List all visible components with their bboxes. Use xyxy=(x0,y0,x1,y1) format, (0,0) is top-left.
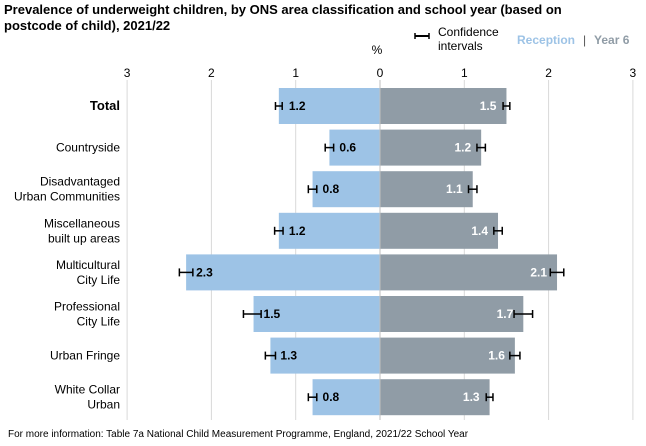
category-label: Urban Communities xyxy=(14,190,120,204)
chart-title: Prevalence of underweight children, by O… xyxy=(4,2,562,33)
data-label-year6: 1.3 xyxy=(463,390,480,404)
bar-reception xyxy=(312,171,380,208)
bar-year6 xyxy=(380,88,507,124)
category-label: Urban xyxy=(87,398,120,412)
category-label: Countryside xyxy=(56,141,120,155)
data-label-year6: 1.2 xyxy=(454,141,471,155)
category-label: Total xyxy=(90,98,120,113)
axis-tick-label: 1 xyxy=(461,66,468,80)
bar-year6 xyxy=(380,254,558,291)
axis-tick-label: 0 xyxy=(377,66,384,80)
bar-reception xyxy=(329,129,380,166)
category-label: Disadvantaged xyxy=(40,175,120,189)
legend-entry-year6: Year 6 xyxy=(594,33,630,47)
bar-year6 xyxy=(380,212,499,249)
legend-ci-label: Confidence xyxy=(438,25,499,39)
data-label-reception: 1.3 xyxy=(280,349,297,363)
axis-tick-label: 1 xyxy=(292,66,299,80)
axis-tick-label: 2 xyxy=(208,66,215,80)
data-label-year6: 1.1 xyxy=(446,182,463,196)
bar-year6 xyxy=(380,296,524,332)
axis-tick-label: 3 xyxy=(630,66,637,80)
data-label-year6: 1.7 xyxy=(497,307,514,321)
bar-year6 xyxy=(380,337,515,374)
bar-reception xyxy=(253,296,380,332)
legend-entry-reception: Reception xyxy=(517,33,575,47)
category-label: Multicultural xyxy=(56,258,120,272)
bar-reception xyxy=(278,212,380,249)
footnote: For more information: Table 7a National … xyxy=(8,429,469,440)
legend-separator: | xyxy=(583,33,586,47)
data-label-reception: 0.8 xyxy=(323,182,340,196)
data-label-reception: 0.8 xyxy=(323,390,340,404)
data-label-year6: 1.5 xyxy=(480,99,497,113)
bar-reception xyxy=(312,379,380,416)
data-label-year6: 1.4 xyxy=(471,224,488,238)
bar-year6 xyxy=(380,171,473,208)
legend-ci-label: intervals xyxy=(438,39,483,53)
unit-label: % xyxy=(372,43,383,57)
bar-year6 xyxy=(380,379,490,416)
bar-reception xyxy=(186,254,380,291)
category-label: Miscellaneous xyxy=(44,216,120,230)
data-label-reception: 1.5 xyxy=(264,307,281,321)
axis-tick-label: 3 xyxy=(124,66,131,80)
data-label-reception: 2.3 xyxy=(196,265,213,279)
data-label-reception: 1.2 xyxy=(289,224,306,238)
bar-reception xyxy=(278,88,380,124)
category-label: Professional xyxy=(54,300,120,314)
data-label-year6: 1.6 xyxy=(488,349,505,363)
bar-reception xyxy=(270,337,380,374)
data-label-reception: 0.6 xyxy=(339,141,356,155)
category-label: built up areas xyxy=(48,231,120,245)
axis-tick-label: 2 xyxy=(545,66,552,80)
category-label: Urban Fringe xyxy=(50,349,120,363)
category-label: White Collar xyxy=(55,383,120,397)
category-label: City Life xyxy=(77,315,121,329)
bar-year6 xyxy=(380,129,482,166)
category-label: City Life xyxy=(77,273,121,287)
data-label-year6: 2.1 xyxy=(530,265,547,279)
data-label-reception: 1.2 xyxy=(289,99,306,113)
